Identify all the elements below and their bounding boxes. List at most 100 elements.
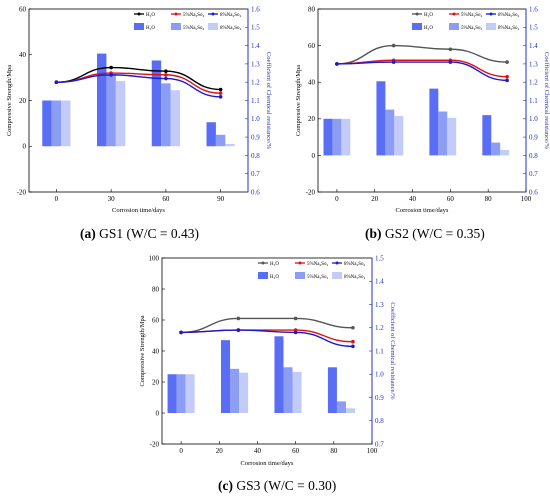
bar-gs2-s2-p3 — [500, 149, 510, 156]
xtick-label-gs2-80: 80 — [485, 195, 493, 203]
y-axis-label-gs2: Compressive Strength/Mpa — [295, 65, 302, 136]
legend-line-marker-gs1-0 — [137, 12, 141, 16]
legend-bar-label-gs3-2: 8%Na₂So₄ — [344, 275, 366, 280]
caption-a: (a) GS1 (W/C = 0.43) — [80, 226, 199, 242]
x-axis-label-gs2: Corrosion time/days — [396, 207, 449, 214]
y-axis-label-gs1: Compressive Strength/Mpa — [6, 65, 13, 136]
marker-gs2-s2-p0 — [335, 62, 339, 66]
x-axis-label-gs3: Corrosion time/days — [241, 460, 294, 467]
line-gs2-s1 — [336, 59, 508, 78]
legend-bar-label-gs3-1: 5%Na₂So₄ — [307, 275, 329, 280]
chart-panel-gs1: -20 0 20 40 60 0.6 0.7 0.8 0.9 1.0 1.1 1.2 1.3 1.4 1.5… — [6, 5, 272, 214]
caption-b-letter: (b) — [365, 226, 382, 241]
bar-gs1-s2-p3 — [225, 143, 235, 147]
ytick-label-gs2-0: 0 — [312, 152, 316, 160]
ytick-label-gs1-60: 60 — [19, 5, 27, 13]
marker-gs1-s2-p0 — [54, 80, 59, 84]
legend-bar-label-gs2-0: H₂O — [424, 26, 433, 31]
y2tick-label-gs2-1.1: 1.1 — [529, 97, 538, 105]
y2tick-label-gs1-0.9: 0.9 — [251, 134, 260, 142]
marker-gs2-s2-p1 — [391, 60, 396, 64]
bar-gs1-s2-p2 — [170, 90, 181, 147]
bar-gs2-s1-p1 — [385, 109, 395, 156]
bar-gs3-s0-p1 — [221, 340, 231, 413]
legend-line-marker-gs3-2 — [335, 261, 339, 265]
ytick-label-gs2-80: 80 — [308, 5, 316, 13]
xtick-label-gs1-90: 90 — [217, 195, 225, 203]
ytick-label-gs1--20: -20 — [17, 188, 27, 196]
bar-gs2-s1-p0 — [332, 118, 342, 156]
legend-bar-swatch-gs3-2 — [332, 272, 342, 279]
xtick-label-gs1-60: 60 — [162, 195, 170, 203]
legend-bar-label-gs3-0: H₂O — [270, 275, 279, 280]
y2tick-label-gs1-1.5: 1.5 — [251, 24, 260, 32]
caption-c-letter: (c) — [218, 478, 233, 493]
legend-bar-label-gs1-1: 5%Na₂So₄ — [183, 26, 205, 31]
legend-bar-swatch-gs3-1 — [295, 272, 305, 279]
legend-line-label-gs3-0: H₂O — [270, 262, 279, 267]
y2tick-label-gs2-0.9: 0.9 — [529, 134, 538, 142]
ytick-label-gs3-20: 20 — [152, 378, 160, 386]
legend-line-label-gs3-2: 8%Na₂So₄ — [344, 262, 366, 267]
y2tick-label-gs3-1.5: 1.5 — [375, 254, 384, 262]
ytick-label-gs2-60: 60 — [308, 42, 316, 50]
line-gs2-s2 — [336, 61, 508, 82]
marker-gs3-s2-p1 — [236, 328, 241, 332]
bar-gs3-s0-p2 — [274, 336, 284, 413]
y2tick-label-gs1-0.8: 0.8 — [251, 152, 260, 160]
legend-bar-swatch-gs2-1 — [449, 23, 459, 30]
xtick-label-gs1-30: 30 — [108, 195, 116, 203]
bar-gs1-s2-p1 — [115, 81, 126, 147]
bar-gs2-s0-p1 — [376, 81, 386, 156]
y2tick-label-gs3-0.9: 0.9 — [375, 394, 384, 402]
legend-bar-label-gs1-0: H₂O — [146, 26, 155, 31]
legend-bar-swatch-gs2-2 — [486, 23, 496, 30]
y2tick-label-gs2-0.8: 0.8 — [529, 152, 538, 160]
marker-gs3-s2-p2 — [293, 330, 298, 335]
xtick-label-gs3-20: 20 — [216, 447, 224, 455]
bar-gs2-s0-p2 — [429, 88, 439, 156]
legend-line-marker-gs1-2 — [211, 12, 215, 16]
bar-gs3-s0-p3 — [327, 367, 337, 413]
legend-line-label-gs2-0: H₂O — [424, 13, 433, 18]
line-gs2-s0 — [336, 44, 508, 65]
ytick-label-gs1-0: 0 — [23, 143, 27, 151]
x-axis-label-gs1: Corrosion time/days — [112, 207, 165, 214]
y-axis-label-gs3: Compressive Strength/Mpa — [139, 315, 146, 386]
y2tick-label-gs1-1.2: 1.2 — [251, 79, 260, 87]
marker-gs3-s1-p3 — [351, 339, 355, 344]
bar-gs3-s2-p2 — [292, 371, 302, 413]
plot-frame-gs3 — [161, 257, 373, 445]
legend-bar-swatch-gs1-0 — [134, 23, 144, 30]
bar-gs1-s0-p0 — [42, 100, 52, 147]
ytick-label-gs2--20: -20 — [306, 188, 316, 196]
marker-gs2-s0-p3 — [505, 60, 509, 64]
y2tick-label-gs1-1.6: 1.6 — [251, 5, 260, 13]
marker-gs1-s1-p2 — [164, 73, 168, 77]
bar-gs3-s1-p0 — [176, 374, 186, 413]
y2tick-label-gs3-1: 1.0 — [375, 371, 384, 379]
y2tick-label-gs1-1.1: 1.1 — [251, 97, 260, 105]
legend-line-marker-gs3-0 — [261, 261, 265, 265]
legend-bar-label-gs2-1: 5%Na₂So₄ — [461, 26, 483, 31]
caption-a-text: GS1 (W/C = 0.43) — [99, 226, 199, 241]
legend-line-label-gs3-1: 5%Na₂So₄ — [307, 262, 329, 267]
caption-c: (c) GS3 (W/C = 0.30) — [218, 478, 336, 494]
bar-gs1-s1-p0 — [51, 100, 62, 147]
bar-gs3-s2-p3 — [345, 408, 355, 413]
marker-gs3-s0-p3 — [351, 325, 355, 330]
marker-gs1-s1-p3 — [218, 91, 223, 95]
ytick-label-gs3-60: 60 — [152, 316, 160, 324]
bar-gs2-s2-p1 — [394, 116, 404, 156]
bar-gs2-s1-p2 — [438, 111, 448, 156]
bar-gs3-s1-p2 — [283, 367, 293, 413]
plot-frame-gs2 — [317, 8, 527, 193]
bar-gs2-s1-p3 — [491, 142, 501, 156]
line-gs3-s2 — [181, 329, 353, 348]
legend-line-label-gs2-2: 8%Na₂So₄ — [498, 13, 520, 18]
y2tick-label-gs1-1: 1.0 — [251, 115, 260, 123]
bar-gs1-s1-p3 — [215, 134, 226, 147]
legend-line-label-gs1-0: H₂O — [146, 13, 155, 18]
bar-gs3-s1-p1 — [230, 368, 240, 413]
